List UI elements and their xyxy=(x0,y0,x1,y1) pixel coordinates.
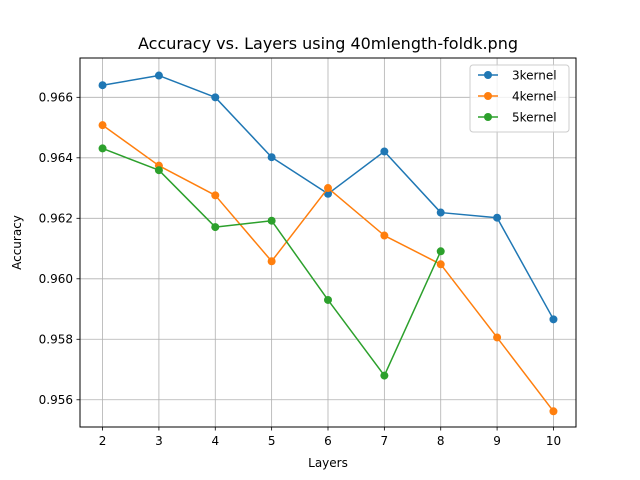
data-point-4kernel xyxy=(436,260,445,269)
legend: 3kernel 4kernel 5kernel xyxy=(469,64,570,133)
series-lines xyxy=(98,71,558,416)
data-point-5kernel xyxy=(98,144,107,153)
x-tick-label: 3 xyxy=(155,434,163,448)
data-point-5kernel xyxy=(324,295,332,304)
data-point-4kernel xyxy=(549,407,558,416)
x-tick-label: 7 xyxy=(381,434,389,448)
legend-marker-3kernel xyxy=(484,71,492,79)
data-point-4kernel xyxy=(324,184,332,193)
data-point-5kernel xyxy=(267,216,276,225)
x-tick-label: 6 xyxy=(324,434,332,448)
legend-marker-4kernel xyxy=(484,92,492,100)
legend-label-4kernel: 4kernel xyxy=(512,89,557,103)
legend-marker-5kernel xyxy=(484,113,492,121)
x-tick-label: 9 xyxy=(493,434,501,448)
y-tick-label: 0.958 xyxy=(39,333,73,347)
data-point-5kernel xyxy=(380,371,389,380)
data-point-4kernel xyxy=(380,231,389,240)
data-point-5kernel xyxy=(154,166,163,175)
y-tick-label: 0.956 xyxy=(39,393,73,407)
data-point-4kernel xyxy=(98,121,107,130)
x-tick-label: 5 xyxy=(268,434,276,448)
data-point-4kernel xyxy=(211,191,220,200)
data-point-3kernel xyxy=(154,71,163,80)
x-tick-label: 8 xyxy=(437,434,445,448)
data-point-5kernel xyxy=(211,223,220,232)
y-axis-label: Accuracy xyxy=(10,215,24,270)
data-point-4kernel xyxy=(267,257,276,266)
data-point-3kernel xyxy=(549,315,558,324)
y-tick-label: 0.962 xyxy=(39,212,73,226)
legend-label-3kernel: 3kernel xyxy=(512,68,557,82)
y-tick-label: 0.960 xyxy=(39,272,73,286)
x-tick-label: 4 xyxy=(211,434,219,448)
data-point-3kernel xyxy=(98,81,107,90)
axis-ticks: 2 3 4 5 6 7 8 9 10 0.956 0.958 0.960 0.962 0.964 0.966 xyxy=(39,91,561,448)
data-point-5kernel xyxy=(436,247,445,256)
x-tick-label: 10 xyxy=(546,434,561,448)
x-axis-label: Layers xyxy=(308,456,348,470)
data-point-3kernel xyxy=(380,147,389,156)
y-tick-label: 0.966 xyxy=(39,91,73,105)
data-point-3kernel xyxy=(436,208,445,217)
chart-title: Accuracy vs. Layers using 40mlength-fold… xyxy=(138,34,518,53)
legend-label-5kernel: 5kernel xyxy=(512,110,557,124)
legend-box xyxy=(469,64,570,133)
data-point-3kernel xyxy=(493,213,502,222)
data-point-4kernel xyxy=(493,333,502,342)
data-point-3kernel xyxy=(267,153,276,162)
x-tick-label: 2 xyxy=(99,434,107,448)
data-point-3kernel xyxy=(211,93,220,102)
y-tick-label: 0.964 xyxy=(39,151,73,165)
